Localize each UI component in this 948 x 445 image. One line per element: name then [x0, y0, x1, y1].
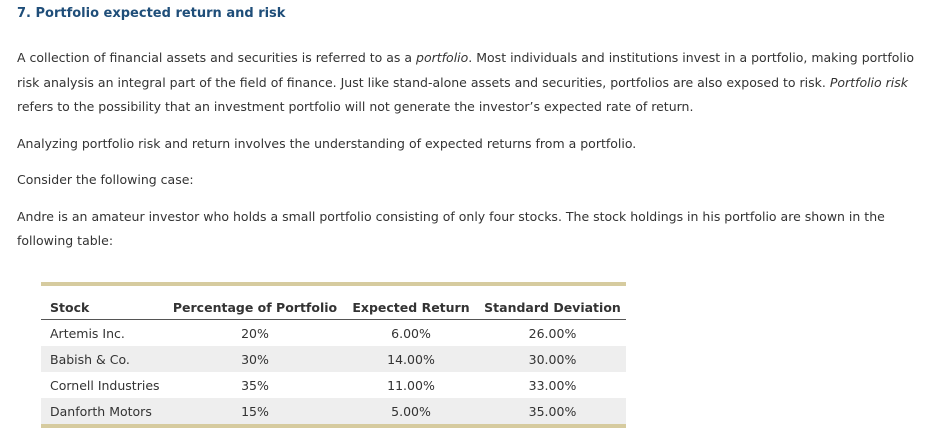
paragraph-text: refers to the possibility that an invest… — [17, 99, 694, 114]
cell-standard-deviation: 35.00% — [479, 398, 626, 424]
cell-expected-return: 5.00% — [343, 398, 479, 424]
cell-standard-deviation: 30.00% — [479, 346, 626, 372]
table-row: Babish & Co. 30% 14.00% 30.00% — [41, 346, 626, 372]
header-percentage: Percentage of Portfolio — [167, 286, 343, 320]
holdings-table-container: Stock Percentage of Portfolio Expected R… — [41, 282, 626, 428]
table-header-row: Stock Percentage of Portfolio Expected R… — [41, 286, 626, 320]
header-stock: Stock — [41, 286, 167, 320]
paragraph-text: . Most individuals and institutions inve… — [17, 50, 914, 90]
section-title: 7. Portfolio expected return and risk — [17, 6, 286, 21]
holdings-table: Stock Percentage of Portfolio Expected R… — [41, 286, 626, 424]
table-row: Danforth Motors 15% 5.00% 35.00% — [41, 398, 626, 424]
cell-expected-return: 11.00% — [387, 377, 435, 393]
cell-stock: Danforth Motors — [41, 398, 167, 424]
cell-stock: Cornell Industries — [50, 377, 160, 393]
cell-expected-return: 6.00% — [391, 325, 431, 341]
cell-stock: Babish & Co. — [41, 346, 167, 372]
cell-stock: Artemis Inc. — [50, 325, 125, 341]
paragraph-portfolio-definition: A collection of financial assets and sec… — [17, 46, 931, 120]
table-row: Cornell Industries 35% 11.00% 33.00% — [41, 372, 626, 398]
cell-percentage: 30% — [167, 346, 343, 372]
cell-percentage: 20% — [241, 325, 269, 341]
header-expected-return: Expected Return — [343, 286, 479, 320]
term-portfolio-risk: Portfolio risk — [829, 74, 909, 90]
table-row: Artemis Inc. 20% 6.00% 26.00% — [41, 320, 626, 347]
header-standard-deviation: Standard Deviation — [479, 286, 626, 320]
term-portfolio: portfolio — [416, 50, 469, 65]
paragraph-consider: Consider the following case: — [17, 172, 194, 187]
paragraph-case: Andre is an amateur investor who holds a… — [17, 208, 885, 249]
paragraph-analyzing: Analyzing portfolio risk and return invo… — [17, 135, 637, 151]
cell-standard-deviation: 26.00% — [528, 325, 577, 341]
cell-expected-return: 14.00% — [343, 346, 479, 372]
cell-percentage: 35% — [241, 377, 269, 393]
table-top-rule — [41, 282, 626, 286]
cell-percentage: 15% — [167, 398, 343, 424]
cell-standard-deviation: 33.00% — [528, 377, 577, 393]
table-bottom-rule — [41, 424, 626, 428]
paragraph-text: A collection of financial assets and sec… — [17, 50, 417, 65]
